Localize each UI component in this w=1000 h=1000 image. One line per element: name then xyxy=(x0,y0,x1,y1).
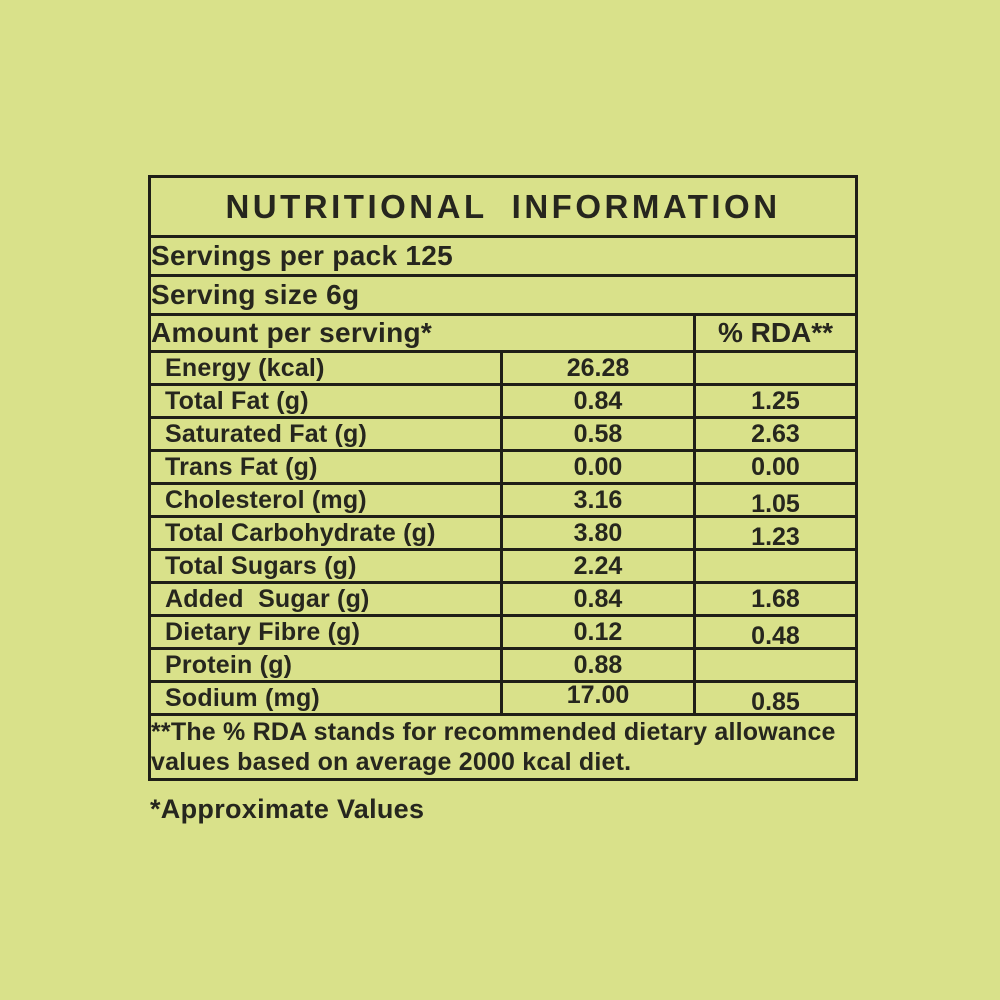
nutrient-row: Trans Fat (g) 0.00 0.00 xyxy=(148,449,859,485)
nutrient-row: Energy (kcal) 26.28 xyxy=(148,350,859,386)
nutrient-row: Added Sugar (g) 0.84 1.68 xyxy=(148,581,859,617)
nutrient-value: 0.58 xyxy=(500,416,696,452)
table-footer-rows: **The % RDA stands for recommended dieta… xyxy=(147,713,859,781)
nutrient-row: Total Sugars (g) 2.24 xyxy=(148,548,859,584)
nutrient-value: 0.88 xyxy=(500,647,696,683)
nutrition-table: NUTRITIONAL INFORMATION Servings per pac… xyxy=(147,175,859,781)
nutrient-label: Dietary Fibre (g) xyxy=(148,614,503,650)
nutrient-rda xyxy=(692,647,859,683)
nutrient-value: 0.12 xyxy=(500,614,696,650)
nutrient-value: 0.00 xyxy=(500,449,696,485)
servings-per-pack-row: Servings per pack 125 xyxy=(147,235,859,277)
nutrient-row: Protein (g) 0.88 xyxy=(148,647,859,683)
nutrient-label: Protein (g) xyxy=(148,647,503,683)
nutrient-rda: 1.25 xyxy=(692,383,859,419)
nutrient-value: 0.84 xyxy=(500,581,696,617)
table-header-rows: NUTRITIONAL INFORMATION Servings per pac… xyxy=(147,175,859,353)
nutrient-label: Added Sugar (g) xyxy=(148,581,503,617)
title-row: NUTRITIONAL INFORMATION xyxy=(147,175,859,238)
nutrient-rda: 0.00 xyxy=(692,449,859,485)
nutrient-label: Cholesterol (mg) xyxy=(148,482,503,518)
nutrient-rda xyxy=(692,350,859,386)
nutrient-rda: 0.48 xyxy=(692,614,859,650)
amount-per-serving-header: Amount per serving* xyxy=(148,313,696,353)
nutrient-rda xyxy=(692,548,859,584)
nutrient-value: 3.16 xyxy=(500,482,696,518)
nutrient-label: Total Sugars (g) xyxy=(148,548,503,584)
nutrient-row: Saturated Fat (g) 0.58 2.63 xyxy=(148,416,859,452)
nutrient-value: 0.84 xyxy=(500,383,696,419)
rda-header: % RDA** xyxy=(692,313,859,353)
nutrient-rda: 1.68 xyxy=(692,581,859,617)
nutrient-rda: 1.05 xyxy=(692,482,859,518)
nutrient-value: 3.80 xyxy=(500,515,696,551)
table-title: NUTRITIONAL INFORMATION xyxy=(147,175,859,238)
nutrient-row: Total Carbohydrate (g) 3.80 1.23 xyxy=(148,515,859,551)
nutrient-row: Cholesterol (mg) 3.16 1.05 xyxy=(148,482,859,518)
nutrient-rda: 2.63 xyxy=(692,416,859,452)
nutrient-value: 17.00 xyxy=(500,680,696,716)
nutrient-label: Trans Fat (g) xyxy=(148,449,503,485)
nutrient-row: Dietary Fibre (g) 0.12 0.48 xyxy=(148,614,859,650)
nutrient-label: Total Carbohydrate (g) xyxy=(148,515,503,551)
serving-size-row: Serving size 6g xyxy=(147,274,859,316)
nutrient-rda: 0.85 xyxy=(692,680,859,716)
nutrition-label: NUTRITIONAL INFORMATION Servings per pac… xyxy=(147,175,859,825)
approximate-values-note: *Approximate Values xyxy=(150,794,425,824)
nutrient-row: Sodium (mg) 17.00 0.85 xyxy=(148,680,859,716)
nutrient-label: Sodium (mg) xyxy=(148,680,503,716)
nutrient-value: 2.24 xyxy=(500,548,696,584)
column-header-row: Amount per serving* % RDA** xyxy=(148,313,859,353)
nutrient-row: Total Fat (g) 0.84 1.25 xyxy=(148,383,859,419)
rda-footnote-text: **The % RDA stands for recommended dieta… xyxy=(147,713,859,781)
nutrient-rda: 1.23 xyxy=(692,515,859,551)
nutrient-label: Energy (kcal) xyxy=(148,350,503,386)
rda-footnote-row: **The % RDA stands for recommended dieta… xyxy=(147,713,859,781)
nutrient-rows: Energy (kcal) 26.28 Total Fat (g) 0.84 1… xyxy=(148,350,859,716)
nutrient-label: Total Fat (g) xyxy=(148,383,503,419)
nutrient-value: 26.28 xyxy=(500,350,696,386)
servings-per-pack-text: Servings per pack 125 xyxy=(147,235,859,277)
serving-size-text: Serving size 6g xyxy=(147,274,859,316)
nutrient-label: Saturated Fat (g) xyxy=(148,416,503,452)
